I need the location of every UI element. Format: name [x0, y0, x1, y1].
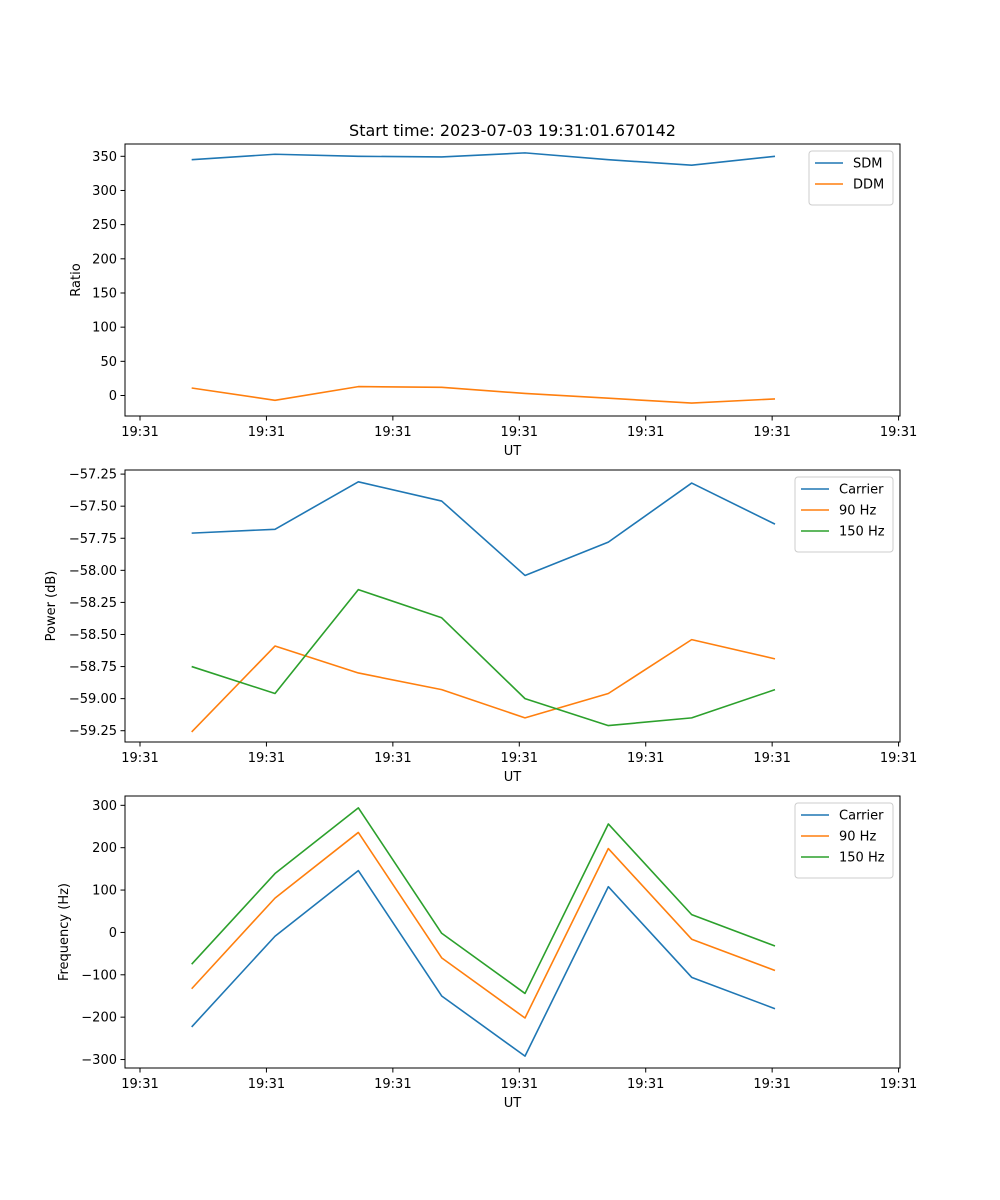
legend-label: 150 Hz	[839, 525, 885, 540]
panel-3: 19:3119:3119:3119:3119:3119:3119:3119:32…	[57, 795, 917, 1111]
x-tick-label: 19:31	[248, 1077, 285, 1092]
legend-label: DDM	[853, 178, 884, 193]
x-tick-label: 19:31	[501, 1077, 538, 1092]
y-tick-label: 200	[92, 252, 117, 267]
legend: SDM DDM	[808, 150, 894, 206]
y-tick-label: −100	[81, 968, 117, 983]
x-tick-label: 19:31	[880, 751, 917, 766]
y-tick-label: 300	[92, 799, 117, 814]
y-tick-label: −58.50	[69, 628, 117, 643]
x-axis-label: UT	[504, 770, 522, 785]
x-tick-label: 19:31	[121, 425, 158, 440]
y-tick-label: −200	[81, 1011, 117, 1026]
x-tick-label: 19:31	[374, 425, 411, 440]
x-axis-label: UT	[504, 1096, 522, 1111]
y-tick-label: −57.25	[69, 468, 117, 483]
series-line-sdm	[191, 152, 776, 166]
y-tick-label: 300	[92, 184, 117, 199]
x-tick-label: 19:31	[121, 1077, 158, 1092]
legend-box	[794, 476, 894, 553]
y-tick-label: −58.75	[69, 660, 117, 675]
x-tick-label: 19:31	[753, 425, 790, 440]
x-tick-label: 19:31	[501, 751, 538, 766]
axes-frame	[124, 469, 901, 743]
y-tick-label: 100	[92, 321, 117, 336]
series-line-ddm	[191, 385, 776, 404]
panel-2: 19:3119:3119:3119:3119:3119:3119:3119:32…	[44, 468, 917, 785]
axes-frame	[124, 143, 901, 417]
y-tick-label: 0	[109, 926, 117, 941]
y-tick-label: 350	[92, 150, 117, 165]
legend-label: SDM	[853, 157, 882, 172]
y-tick-label: 250	[92, 218, 117, 233]
figure-title: Start time: 2023-07-03 19:31:01.670142	[349, 121, 676, 140]
series-line-90-hz	[191, 831, 776, 1019]
legend-box	[794, 802, 894, 879]
y-tick-label: −58.00	[69, 564, 117, 579]
x-tick-label: 19:31	[753, 751, 790, 766]
panels-group: 19:3119:3119:3119:3119:3119:3119:3119:32…	[44, 143, 917, 1111]
legend-label: 150 Hz	[839, 851, 885, 866]
y-tick-label: −58.25	[69, 596, 117, 611]
x-axis-label: UT	[504, 444, 522, 459]
y-tick-label: 150	[92, 286, 117, 301]
y-tick-label: 0	[109, 389, 117, 404]
legend: Carrier 90 Hz 150 Hz	[794, 476, 894, 553]
y-tick-label: −57.75	[69, 532, 117, 547]
legend: Carrier 90 Hz 150 Hz	[794, 802, 894, 879]
legend-box	[808, 150, 894, 206]
x-tick-label: 19:31	[627, 425, 664, 440]
x-tick-label: 19:31	[374, 1077, 411, 1092]
x-tick-label: 19:31	[248, 425, 285, 440]
y-axis-label: Ratio	[69, 263, 84, 296]
series-line-150-hz	[191, 588, 776, 727]
legend-label: Carrier	[839, 483, 884, 498]
y-tick-label: −57.50	[69, 500, 117, 515]
y-tick-label: 50	[100, 355, 117, 370]
x-tick-label: 19:31	[627, 1077, 664, 1092]
x-tick-label: 19:31	[753, 1077, 790, 1092]
series-line-90-hz	[191, 638, 776, 733]
legend-label: 90 Hz	[839, 830, 876, 845]
x-tick-label: 19:31	[121, 751, 158, 766]
x-tick-label: 19:31	[374, 751, 411, 766]
y-tick-label: 100	[92, 884, 117, 899]
series-line-150-hz	[191, 807, 776, 995]
x-tick-label: 19:31	[501, 425, 538, 440]
series-line-carrier	[191, 869, 776, 1057]
legend-label: 90 Hz	[839, 504, 876, 519]
y-axis-label: Power (dB)	[44, 571, 59, 642]
series-line-carrier	[191, 480, 776, 577]
y-tick-label: 200	[92, 841, 117, 856]
x-tick-label: 19:31	[880, 1077, 917, 1092]
axes-frame	[124, 795, 901, 1069]
y-tick-label: −59.25	[69, 724, 117, 739]
x-tick-label: 19:31	[880, 425, 917, 440]
y-axis-label: Frequency (Hz)	[57, 883, 72, 981]
legend-label: Carrier	[839, 809, 884, 824]
x-tick-label: 19:31	[627, 751, 664, 766]
y-tick-label: −300	[81, 1053, 117, 1068]
panel-1: 19:3119:3119:3119:3119:3119:3119:3119:32…	[69, 143, 917, 459]
x-tick-label: 19:31	[248, 751, 285, 766]
y-tick-label: −59.00	[69, 692, 117, 707]
